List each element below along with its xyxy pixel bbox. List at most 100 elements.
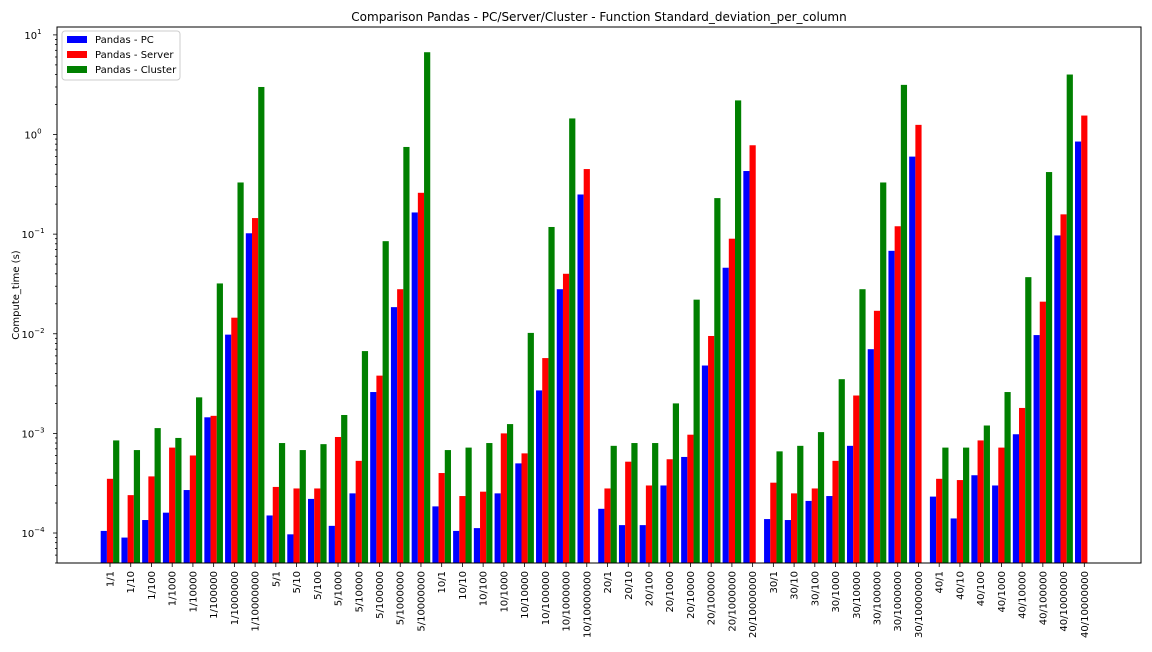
bar-cluster-1-1000000 bbox=[237, 182, 244, 564]
bar-cluster-30-1000 bbox=[838, 379, 845, 563]
chart-title: Comparison Pandas - PC/Server/Cluster - … bbox=[351, 10, 846, 24]
legend-label: Pandas - PC bbox=[95, 35, 154, 46]
x-tick-label: 20/100 bbox=[644, 571, 655, 606]
legend-swatch bbox=[67, 51, 87, 58]
bar-cluster-20-100000 bbox=[714, 198, 721, 563]
bar-cluster-30-1 bbox=[776, 451, 783, 563]
bar-server-30-100 bbox=[811, 488, 818, 563]
x-tick-label: 5/1 bbox=[271, 571, 282, 587]
bar-pc-1-10000 bbox=[183, 490, 190, 563]
x-tick-label: 30/10 bbox=[790, 571, 801, 600]
x-tick-label: 10/1000 bbox=[499, 571, 510, 613]
bar-cluster-1-10 bbox=[133, 450, 141, 563]
bar-server-10-10000 bbox=[521, 453, 528, 563]
x-axis: 1/1 1/10 1/100 1/1000 1/10000 1/100000 1/10000… bbox=[106, 563, 1091, 638]
bar-cluster-40-1 bbox=[942, 447, 949, 563]
bar-cluster-40-1000000 bbox=[1066, 74, 1073, 563]
bar-pc-20-100000 bbox=[701, 365, 709, 563]
bar-cluster-20-10 bbox=[631, 443, 638, 563]
bar-server-40-1 bbox=[936, 478, 943, 563]
bar-pc-10-10 bbox=[453, 530, 460, 563]
y-tick-label: 10−4 bbox=[21, 526, 45, 540]
bar-cluster-10-1000000 bbox=[569, 118, 576, 563]
bar-server-40-100000 bbox=[1039, 301, 1046, 563]
bar-pc-5-1 bbox=[266, 515, 273, 563]
bar-cluster-10-1000 bbox=[506, 424, 514, 563]
bar-pc-40-10000000 bbox=[1075, 141, 1082, 564]
y-tick-label: 101 bbox=[24, 28, 41, 42]
x-tick-label: 20/1 bbox=[603, 571, 614, 593]
bar-pc-30-100 bbox=[805, 500, 812, 563]
bar-cluster-20-100 bbox=[652, 443, 659, 563]
bar-pc-20-10000 bbox=[681, 456, 688, 563]
x-tick-label: 10/1000000 bbox=[562, 571, 573, 632]
bar-server-20-10 bbox=[625, 461, 632, 563]
bar-cluster-40-10000 bbox=[1025, 277, 1032, 563]
bar-pc-5-100000 bbox=[370, 392, 377, 563]
bar-pc-30-1000000 bbox=[888, 250, 895, 563]
bar-cluster-1-100000 bbox=[216, 283, 223, 563]
bar-cluster-1-10000 bbox=[196, 397, 203, 563]
bar-pc-40-10 bbox=[950, 518, 957, 563]
bar-cluster-1-1 bbox=[113, 440, 120, 563]
bar-pc-20-1000000 bbox=[722, 267, 729, 563]
bar-pc-30-1000 bbox=[826, 496, 833, 563]
bar-server-40-10000000 bbox=[1081, 115, 1088, 564]
bar-server-5-1000 bbox=[334, 436, 342, 563]
bar-cluster-10-1 bbox=[444, 450, 451, 563]
x-tick-label: 20/100000 bbox=[707, 571, 718, 625]
bar-server-5-100 bbox=[314, 488, 321, 563]
x-tick-label: 30/1 bbox=[769, 571, 780, 593]
bar-cluster-30-100 bbox=[817, 432, 825, 563]
x-tick-label: 20/1000000 bbox=[727, 571, 738, 632]
bar-server-10-1000 bbox=[500, 433, 507, 563]
bar-cluster-10-100000 bbox=[548, 226, 555, 564]
bar-cluster-40-100 bbox=[983, 425, 990, 563]
bar-cluster-30-10 bbox=[797, 445, 804, 563]
bar-server-10-10 bbox=[459, 496, 466, 563]
bar-server-20-1000 bbox=[666, 459, 673, 563]
x-tick-label: 5/100000 bbox=[375, 571, 386, 619]
bar-pc-1-1000 bbox=[162, 512, 170, 563]
bar-server-1-100 bbox=[148, 476, 155, 563]
bar-server-1-10000000 bbox=[252, 218, 259, 563]
x-tick-label: 5/100 bbox=[313, 571, 324, 600]
x-tick-label: 40/10000 bbox=[1018, 571, 1029, 619]
plot-frame bbox=[56, 26, 1142, 564]
bar-pc-5-10 bbox=[287, 534, 294, 563]
bar-server-40-10000 bbox=[1019, 407, 1026, 563]
x-tick-label: 20/10000 bbox=[686, 571, 697, 619]
bar-pc-40-1 bbox=[929, 496, 937, 563]
bar-pc-40-100000 bbox=[1033, 335, 1040, 563]
bar-pc-30-10000000 bbox=[909, 156, 916, 564]
x-tick-label: 1/100000 bbox=[209, 571, 220, 619]
bar-server-5-1000000 bbox=[397, 289, 404, 563]
bar-server-1-1000 bbox=[169, 447, 176, 563]
bar-server-5-100000 bbox=[376, 375, 383, 563]
x-tick-label: 1/10 bbox=[126, 571, 137, 593]
bar-cluster-5-100 bbox=[320, 444, 327, 563]
y-tick-label: 10−2 bbox=[21, 327, 44, 341]
x-tick-label: 1/100 bbox=[147, 571, 158, 600]
bar-pc-20-1 bbox=[598, 508, 605, 563]
x-tick-label: 20/10 bbox=[624, 571, 635, 600]
x-tick-label: 30/1000000 bbox=[893, 571, 904, 632]
bar-cluster-5-1000 bbox=[341, 414, 348, 563]
x-tick-label: 40/1 bbox=[935, 571, 946, 593]
x-tick-label: 40/10000000 bbox=[1080, 571, 1091, 638]
bar-cluster-40-10 bbox=[963, 447, 970, 563]
bar-cluster-30-1000000 bbox=[900, 84, 908, 564]
bar-server-10-100000 bbox=[542, 358, 549, 563]
bar-pc-10-1000 bbox=[494, 493, 501, 563]
legend-box bbox=[61, 30, 181, 81]
x-tick-label: 40/10 bbox=[955, 571, 966, 600]
x-tick-label: 5/10000 bbox=[354, 571, 365, 613]
bar-server-20-100 bbox=[645, 485, 653, 563]
x-tick-label: 10/10000000 bbox=[582, 571, 593, 638]
bar-server-10-1000000 bbox=[562, 273, 570, 563]
bar-pc-20-10 bbox=[618, 525, 626, 563]
bar-cluster-20-10000 bbox=[693, 299, 700, 563]
x-tick-label: 5/10 bbox=[292, 571, 303, 593]
bar-pc-30-1 bbox=[764, 519, 771, 563]
bar-server-30-10000000 bbox=[915, 124, 922, 564]
